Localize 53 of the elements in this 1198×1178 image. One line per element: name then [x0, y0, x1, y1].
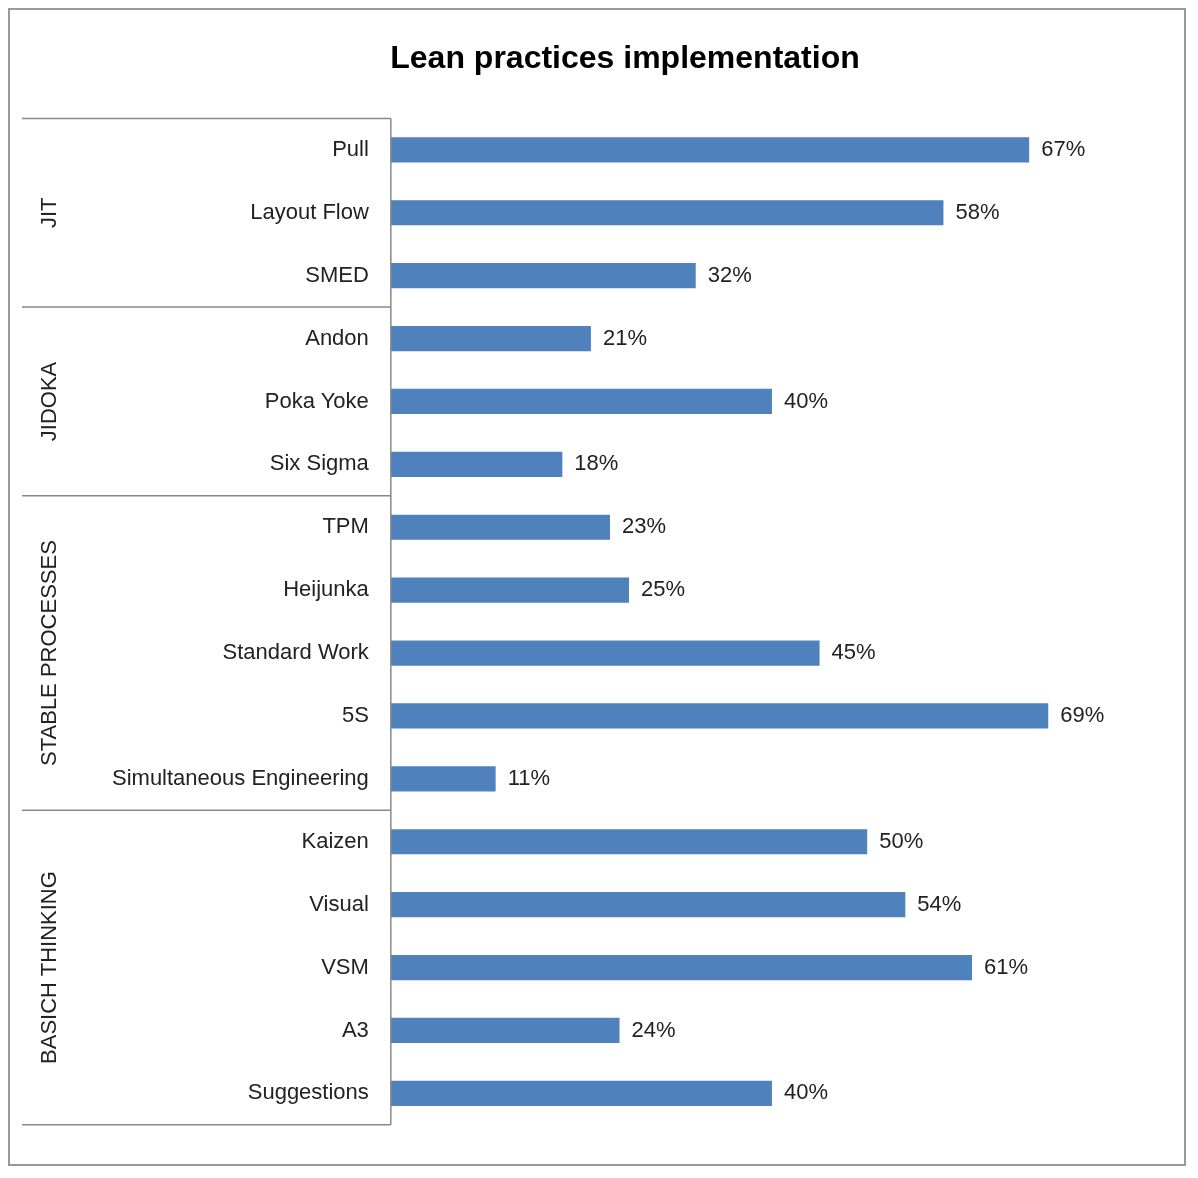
bar [390, 200, 944, 226]
data-label: 40% [783, 387, 828, 413]
data-label: 54% [917, 890, 962, 916]
y-tick-label: Andon [305, 324, 369, 350]
y-tick-label: Heijunka [283, 576, 370, 602]
y-tick-label: Six Sigma [269, 450, 370, 476]
y-tick-label: Pull [332, 135, 369, 161]
y-tick-label: Simultaneous Engineering [111, 764, 369, 790]
data-label: 67% [1041, 135, 1086, 161]
y-tick-label: Standard Work [222, 639, 370, 665]
bar [390, 766, 496, 792]
bar [390, 1017, 620, 1044]
data-label: 11% [507, 764, 551, 790]
bar [390, 892, 906, 918]
y-tick-label: VSM [321, 953, 369, 979]
data-label: 58% [955, 198, 1000, 224]
data-label: 25% [641, 576, 686, 602]
y-tick-label: Visual [309, 890, 369, 916]
chart-title: Lean practices implementation [390, 39, 860, 76]
data-label: 61% [984, 953, 1029, 979]
bar [390, 577, 630, 603]
data-label: 45% [831, 639, 876, 665]
bar [390, 388, 772, 415]
data-label: 50% [879, 827, 924, 853]
bar [390, 954, 973, 981]
bar [390, 137, 1030, 163]
text: JIT [36, 197, 62, 229]
y-tick-label: SMED [305, 261, 369, 287]
data-label: 18% [574, 450, 619, 476]
data-label: 69% [1060, 702, 1105, 728]
y-tick-label: Suggestions [247, 1079, 369, 1105]
y-tick-label: 5S [341, 702, 369, 728]
bar [390, 263, 696, 289]
bar [390, 451, 563, 477]
y-tick-label: Poka Yoke [264, 387, 369, 413]
y-tick-label: Layout Flow [250, 198, 369, 224]
bar [390, 829, 868, 855]
text: JIDOKA [36, 361, 62, 442]
y-tick-label: A3 [341, 1016, 369, 1042]
bar [390, 514, 610, 540]
data-label: 23% [621, 513, 667, 539]
data-label: 24% [631, 1016, 676, 1042]
data-label: 32% [707, 261, 752, 287]
y-tick-label: TPM [322, 513, 369, 539]
data-label: 40% [783, 1079, 828, 1105]
y-tick-label: Kaizen [301, 827, 369, 853]
bar [390, 325, 591, 352]
data-label: 21% [602, 324, 647, 350]
bar [390, 703, 1049, 729]
bar [390, 1080, 772, 1106]
bar [390, 640, 820, 666]
text: STABLE PROCESSES [36, 540, 62, 766]
text: BASICH THINKING [36, 871, 62, 1064]
